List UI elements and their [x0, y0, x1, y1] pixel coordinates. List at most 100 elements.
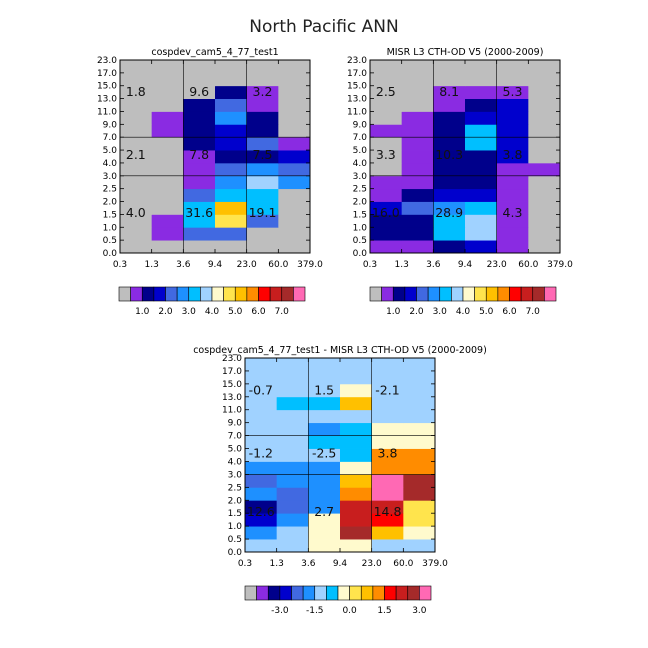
y-tick-label: 1.5	[103, 210, 117, 220]
colorbar-swatch	[372, 585, 385, 601]
heatmap-cell	[401, 98, 434, 112]
heatmap-cell	[401, 188, 434, 202]
x-tick-label: 379.0	[422, 559, 448, 569]
heatmap-cell	[403, 383, 436, 398]
cell-annotation: 19.1	[249, 205, 277, 220]
x-tick-label: 0.3	[238, 559, 252, 569]
colorbar-swatch	[381, 286, 394, 302]
panel-title: cospdev_cam5_4_77_test1 - MISR L3 CTH-OD…	[193, 345, 487, 356]
heatmap-cell	[403, 513, 436, 527]
heatmap-cell	[183, 188, 216, 202]
heatmap-cell	[276, 448, 309, 462]
cell-annotation: -1.2	[249, 446, 273, 461]
heatmap-cell	[371, 526, 404, 540]
heatmap-cell	[403, 396, 436, 411]
heatmap-cell	[120, 240, 153, 254]
cell-annotation: 3.3	[376, 147, 396, 162]
heatmap-cell	[496, 137, 529, 151]
heatmap-cell	[465, 150, 498, 164]
y-tick-label: 7.0	[103, 133, 118, 143]
heatmap-cell	[246, 124, 279, 138]
heatmap-cell	[403, 539, 436, 553]
heatmap-cell	[151, 98, 184, 112]
heatmap-cell	[465, 175, 498, 190]
heatmap-cell	[433, 124, 466, 138]
heatmap-cell	[215, 240, 248, 254]
heatmap-cell	[308, 513, 341, 527]
heatmap-cell	[276, 526, 309, 540]
heatmap-cell	[215, 188, 248, 202]
heatmap-cell	[340, 461, 373, 475]
heatmap-cell	[308, 526, 341, 540]
heatmap-cell	[276, 461, 309, 475]
y-tick-label: 4.0	[228, 457, 243, 467]
heatmap-cell	[433, 111, 466, 125]
y-tick-label: 2.0	[103, 198, 118, 208]
colorbar-swatch	[234, 286, 248, 302]
heatmap-cell	[120, 201, 153, 215]
y-tick-label: 5.0	[103, 146, 118, 156]
heatmap-cell	[401, 124, 434, 138]
y-tick-label: 7.0	[228, 432, 243, 442]
heatmap-panel-3: cospdev_cam5_4_77_test1 - MISR L3 CTH-OD…	[193, 345, 487, 569]
y-tick-label: 9.0	[353, 120, 368, 130]
heatmap-cell	[245, 435, 278, 449]
cell-annotation: 12.6	[247, 504, 275, 519]
heatmap-cell	[278, 111, 311, 125]
heatmap-cell	[276, 435, 309, 449]
colorbar-label: -3.0	[271, 606, 289, 616]
cell-annotation: 3.2	[253, 84, 273, 99]
heatmap-cell	[528, 60, 561, 74]
colorbar-swatch	[544, 286, 557, 302]
colorbar-label: 0.0	[342, 606, 357, 616]
heatmap-cell	[433, 175, 466, 190]
colorbar-label: 4.0	[205, 307, 220, 317]
colorbar-label: -1.5	[306, 606, 324, 616]
colorbar-swatch	[314, 585, 327, 601]
heatmap-cell	[246, 98, 279, 112]
heatmap-cell	[465, 227, 498, 241]
heatmap-cell	[370, 188, 403, 202]
heatmap-cell	[401, 214, 434, 228]
panels-group: cospdev_cam5_4_77_test1 0.3 1.3 3.6 9.4 23.0 6…	[97, 47, 573, 569]
heatmap-cell	[215, 201, 248, 215]
y-tick-label: 2.5	[228, 483, 242, 493]
colorbar-swatch	[188, 286, 201, 302]
heatmap-cell	[496, 150, 529, 164]
cell-annotation: -2.5	[312, 446, 336, 461]
heatmap-cell	[151, 124, 184, 138]
y-tick-label: 13.0	[347, 95, 367, 105]
y-tick-label: 23.0	[347, 56, 367, 66]
heatmap-cell	[120, 98, 153, 112]
heatmap-cell	[433, 201, 466, 215]
heatmap-cell	[528, 137, 561, 151]
heatmap-cell	[215, 85, 248, 99]
y-tick-label: 0.0	[228, 548, 243, 558]
heatmap-cell	[151, 227, 184, 241]
heatmap-cell	[371, 409, 404, 424]
heatmap-cell	[215, 124, 248, 138]
colorbar-label: 1.0	[386, 307, 401, 317]
colorbar-swatch	[384, 585, 397, 601]
heatmap-cell	[433, 188, 466, 202]
heatmap-cell	[340, 448, 373, 462]
heatmap-cell	[465, 98, 498, 112]
heatmap-cell	[183, 227, 216, 241]
cell-annotation: 2.1	[126, 147, 146, 162]
heatmap-cell	[276, 500, 309, 514]
colorbar-swatch	[419, 585, 432, 601]
heatmap-cell	[433, 240, 466, 254]
heatmap-cell	[371, 539, 404, 553]
heatmap-cell	[496, 227, 529, 241]
y-tick-label: 0.0	[353, 249, 368, 259]
cell-annotation: 28.9	[435, 205, 463, 220]
colorbar-swatch	[153, 286, 166, 302]
heatmap-cell	[371, 358, 404, 372]
heatmap-cell	[370, 72, 403, 87]
x-tick-label: 60.0	[268, 260, 288, 270]
y-tick-label: 11.0	[97, 107, 117, 117]
colorbar-swatch	[293, 286, 306, 302]
colorbar-label: 3.0	[412, 606, 427, 616]
heatmap-cell	[496, 188, 529, 202]
cell-annotation: 3.8	[503, 147, 523, 162]
